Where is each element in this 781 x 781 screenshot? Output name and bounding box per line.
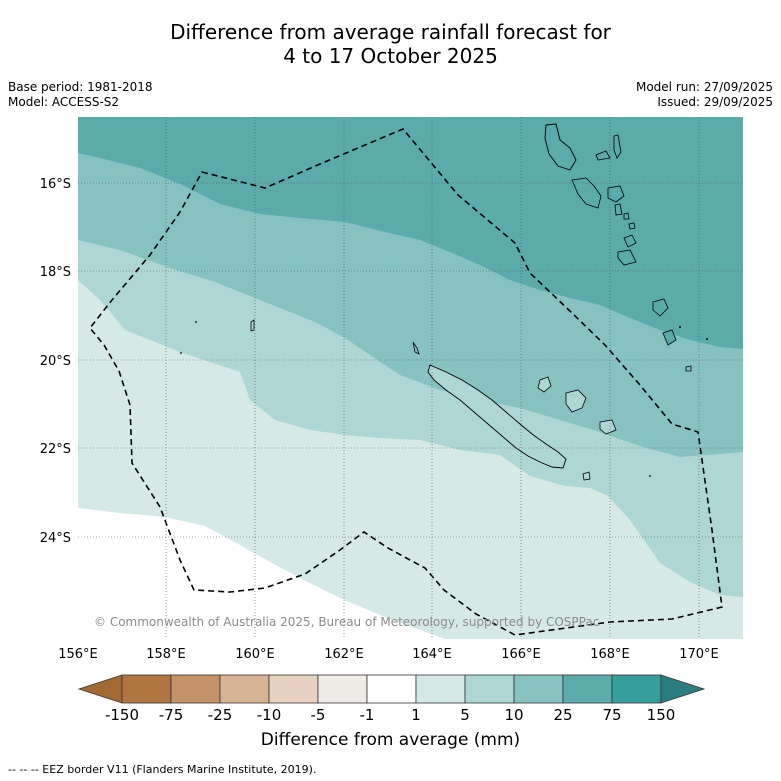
eez-footnote: -- -- -- EEZ border V11 (Flanders Marine… <box>8 763 317 776</box>
band-25-to-75 <box>78 117 743 349</box>
reef-islet-5 <box>706 338 708 340</box>
lon-label-162e: 162°E <box>324 647 364 662</box>
vanuatu-islet-a <box>595 150 611 161</box>
new-caledonia-island <box>427 364 567 469</box>
lat-label-18s: 18°S <box>40 265 71 280</box>
cb-label-m25: -25 <box>208 706 233 724</box>
vanuatu-erromango <box>623 234 637 248</box>
colorbar-bin-11 <box>611 674 662 704</box>
colorbar-bin-8 <box>464 674 515 704</box>
copyright-notice: © Commonwealth of Australia 2025, Bureau… <box>94 615 599 629</box>
reef-islet-1 <box>195 321 197 323</box>
title-line-1: Difference from average rainfall forecas… <box>170 20 611 44</box>
model-name: Model: ACCESS-S2 <box>8 95 120 109</box>
cb-label-150: 150 <box>647 706 676 724</box>
cb-label-m75: -75 <box>159 706 184 724</box>
eez-border <box>88 128 723 636</box>
lat-label-22s: 22°S <box>40 442 71 457</box>
reef-islet-4 <box>679 326 681 328</box>
lat-label-16s: 16°S <box>40 177 71 192</box>
reef-islet-3 <box>649 475 651 477</box>
chesterfield-islet <box>250 319 255 332</box>
loyalty-island-lifou <box>565 389 587 413</box>
loyalty-island-ouvea <box>537 376 552 393</box>
lon-label-158e: 158°E <box>146 647 186 662</box>
model-run: Model run: 27/09/2025 <box>635 80 773 94</box>
latitude-labels: 16°S 18°S 20°S 22°S 24°S <box>40 177 71 546</box>
belep-island <box>412 341 420 355</box>
white-region-sw <box>78 508 445 639</box>
meta-left: Base period: 1981-2018 Model: ACCESS-S2 <box>8 80 153 110</box>
vanuatu-efate <box>607 185 625 203</box>
cb-label-25: 25 <box>553 706 572 724</box>
cb-label-10: 10 <box>504 706 523 724</box>
colorbar-bin-7 <box>415 674 466 704</box>
cb-label-m10: -10 <box>257 706 282 724</box>
colorbar-bin-10 <box>562 674 613 704</box>
longitude-labels: 156°E 158°E 160°E 162°E 164°E 166°E 168°… <box>58 647 719 662</box>
cb-label-1: 1 <box>411 706 421 724</box>
colorbar-extend-low <box>77 674 123 704</box>
colorbar-bin-4 <box>268 674 319 704</box>
isle-of-pines <box>582 471 591 481</box>
cb-label-m1: -1 <box>360 706 375 724</box>
issued-date: Issued: 29/09/2025 <box>657 95 773 109</box>
colorbar-bin-2 <box>170 674 221 704</box>
cb-label-m150: -150 <box>105 706 139 724</box>
lon-label-168e: 168°E <box>590 647 630 662</box>
lon-label-160e: 160°E <box>235 647 275 662</box>
colorbar-bin-5 <box>317 674 368 704</box>
colorbar-title: Difference from average (mm) <box>260 730 521 750</box>
lon-label-156e: 156°E <box>58 647 98 662</box>
colorbar-bin-1 <box>121 674 172 704</box>
lon-label-166e: 166°E <box>501 647 541 662</box>
rainfall-field: © Commonwealth of Australia 2025, Bureau… <box>78 117 743 639</box>
vanuatu-tanna <box>617 249 637 266</box>
cb-label-5: 5 <box>460 706 470 724</box>
colorbar-extend-high <box>660 674 706 704</box>
lon-label-164e: 164°E <box>412 647 452 662</box>
cb-label-75: 75 <box>602 706 621 724</box>
colorbar-labels: -150 -75 -25 -10 -5 -1 1 5 10 25 75 150 <box>105 706 675 724</box>
matthew-hunter-isle-b <box>662 329 677 346</box>
lat-label-20s: 20°S <box>40 354 71 369</box>
lon-label-170e: 170°E <box>679 647 719 662</box>
title-line-2: 4 to 17 October 2025 <box>283 44 498 68</box>
cb-label-m5: -5 <box>311 706 326 724</box>
vanuatu-islet-b <box>613 134 622 159</box>
matthew-hunter-isle-a <box>652 298 669 317</box>
vanuatu-small-isles <box>614 203 636 230</box>
base-period: Base period: 1981-2018 <box>8 80 153 94</box>
colorbar-bin-9 <box>513 674 564 704</box>
meta-right: Model run: 27/09/2025 Issued: 29/09/2025 <box>636 80 773 110</box>
vanuatu-malakula <box>571 177 602 209</box>
colorbar <box>77 674 706 704</box>
lat-label-24s: 24°S <box>40 531 71 546</box>
vanuatu-espiritu-santo <box>544 123 577 171</box>
reef-islet-2 <box>180 352 182 354</box>
reef-islet-6 <box>685 365 692 372</box>
colorbar-bin-6 <box>366 674 417 704</box>
graticule <box>78 117 743 639</box>
colorbar-bin-3 <box>219 674 270 704</box>
map-title: Difference from average rainfall forecas… <box>0 20 781 68</box>
